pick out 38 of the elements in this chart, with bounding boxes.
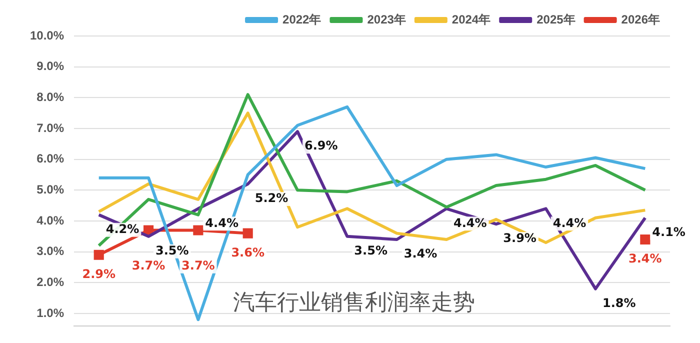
point: [640, 234, 650, 245]
y-tick-label: 7.0%: [36, 120, 64, 135]
data-label: 4.4%: [454, 216, 487, 230]
data-label: 4.4%: [205, 216, 238, 230]
y-tick-label: 4.0%: [36, 213, 64, 228]
data-label: 6.9%: [304, 138, 338, 153]
y-tick-label: 8.0%: [36, 90, 64, 104]
y-tick-label: 1.0%: [36, 306, 64, 320]
point: [193, 225, 204, 236]
data-label: 3.7%: [182, 258, 215, 273]
y-tick-label: 9.0%: [36, 59, 64, 74]
data-label: 1.8%: [602, 296, 636, 310]
legend-label: 2025年: [536, 12, 576, 26]
data-label: 3.5%: [156, 244, 189, 258]
data-label: 2.9%: [82, 267, 116, 282]
y-tick-label: 5.0%: [36, 182, 64, 196]
legend-label: 2022年: [282, 12, 322, 26]
data-label: 4.2%: [106, 222, 140, 236]
point: [143, 225, 154, 236]
y-tick-label: 2.0%: [36, 274, 64, 289]
data-label: 3.7%: [132, 258, 166, 273]
text: 汽车行业销售利润率走势: [233, 290, 476, 316]
data-label: 4.4%: [552, 216, 586, 230]
legend-label: 2024年: [452, 12, 491, 26]
y-tick-label: 3.0%: [36, 244, 64, 258]
y-tick-label: 6.0%: [36, 152, 64, 166]
data-label: 5.2%: [254, 191, 288, 206]
legend-label: 2026年: [621, 12, 660, 26]
point: [242, 228, 253, 238]
point: [94, 250, 104, 260]
data-label: 3.5%: [354, 244, 388, 258]
y-tick-label: 10.0%: [30, 28, 64, 42]
data-label: 3.4%: [628, 252, 662, 266]
data-label: 3.4%: [404, 246, 438, 261]
legend-label: 2023年: [367, 12, 406, 26]
data-label: 3.9%: [503, 231, 536, 246]
data-label: 3.6%: [231, 245, 264, 260]
data-label: 4.1%: [652, 225, 686, 240]
